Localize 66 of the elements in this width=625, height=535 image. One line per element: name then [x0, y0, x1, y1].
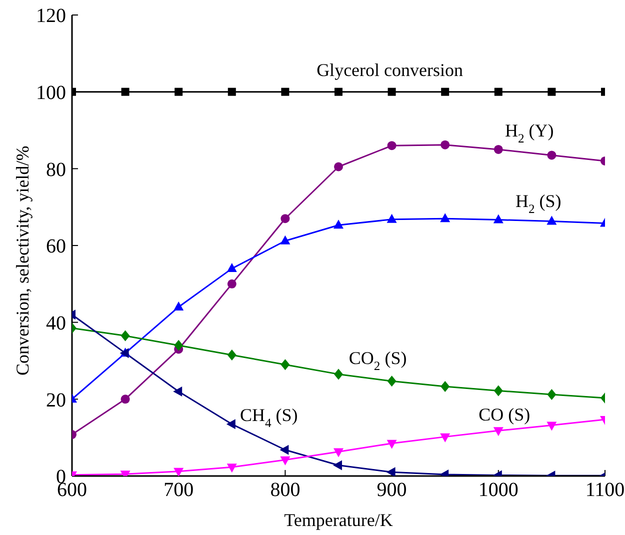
series-label: CO (S)	[478, 404, 530, 425]
point	[493, 427, 504, 436]
point	[387, 376, 396, 387]
y-tick-label: 40	[46, 312, 66, 334]
point	[120, 394, 130, 404]
point	[121, 88, 130, 96]
point	[174, 340, 184, 351]
series-label: CO$_{2}$ (S)	[348, 348, 407, 373]
point	[494, 385, 503, 396]
x-tick-label: 700	[164, 479, 194, 502]
point	[173, 386, 182, 396]
point	[280, 235, 290, 244]
series-label: CH$_{4}$ (S)	[240, 405, 298, 430]
point	[386, 440, 397, 449]
y-tick-label: 20	[46, 389, 66, 412]
y-tick-label: 60	[46, 236, 66, 258]
point	[280, 456, 290, 466]
x-tick-label: 800	[270, 479, 300, 502]
point	[546, 216, 557, 225]
point	[386, 214, 397, 223]
point	[334, 448, 344, 458]
point	[334, 368, 343, 380]
x-tick-label: 900	[376, 479, 407, 502]
point	[547, 150, 556, 160]
point	[386, 467, 396, 476]
point	[494, 88, 502, 96]
point	[334, 162, 343, 172]
point	[440, 213, 450, 222]
series-label: Glycerol conversion	[316, 60, 464, 80]
point	[440, 140, 450, 150]
point	[280, 214, 290, 224]
point	[333, 460, 342, 470]
x-tick-label: 1000	[478, 479, 518, 502]
point	[227, 349, 236, 360]
point	[227, 279, 236, 288]
y-tick-label: 100	[36, 82, 66, 104]
point	[281, 88, 290, 96]
point	[334, 220, 344, 229]
point	[226, 464, 237, 473]
point	[228, 88, 236, 96]
point	[440, 433, 450, 442]
point	[547, 389, 556, 400]
series-label: H$_{2}$ (Y)	[505, 120, 554, 146]
point	[226, 263, 237, 272]
point	[440, 380, 450, 392]
point	[226, 419, 236, 430]
point	[174, 301, 184, 310]
y-tick-label: 80	[46, 158, 66, 181]
point	[493, 214, 504, 224]
point	[120, 330, 130, 342]
x-tick-label: 1100	[585, 479, 625, 502]
x-axis-title: Temperature/K	[284, 510, 393, 530]
y-tick-label: 120	[36, 5, 66, 28]
point	[546, 422, 557, 431]
y-axis-title: Conversion, selectivity, yield/%	[12, 146, 32, 376]
point	[441, 88, 450, 96]
point	[174, 88, 183, 96]
point	[494, 144, 503, 154]
point	[174, 468, 184, 476]
point	[334, 88, 342, 96]
point	[280, 359, 290, 370]
point	[387, 141, 396, 150]
point	[548, 88, 556, 96]
series-label: H$_{2}$ (S)	[516, 190, 562, 216]
point	[280, 444, 289, 455]
point	[388, 88, 396, 96]
